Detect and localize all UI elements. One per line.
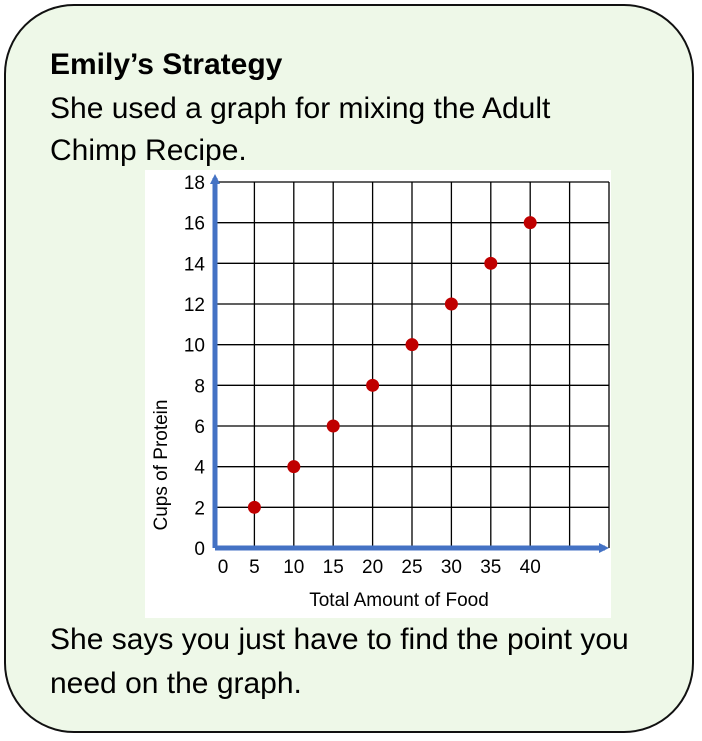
data-point	[287, 460, 301, 474]
data-point	[247, 500, 261, 514]
y-tick-label: 2	[194, 498, 205, 519]
chart-axes	[210, 174, 609, 553]
data-point	[484, 256, 498, 270]
x-tick-label: 30	[441, 557, 462, 578]
x-tick-label: 10	[283, 557, 304, 578]
y-tick-label: 14	[184, 254, 206, 275]
y-tick-label: 4	[194, 458, 205, 479]
x-tick-label: 35	[480, 557, 501, 578]
card-title: Emily’s Strategy	[50, 48, 283, 81]
y-tick-label: 12	[184, 295, 205, 316]
x-tick-label: 15	[323, 557, 344, 578]
chart-grid	[215, 181, 610, 548]
x-tick-label: 5	[249, 557, 260, 578]
x-tick-label: 40	[520, 557, 541, 578]
data-point	[326, 419, 340, 433]
x-tick-label: 25	[401, 557, 422, 578]
card-outro-text: She says you just have to find the point…	[50, 623, 629, 700]
y-axis-label: Cups of Protein	[151, 400, 172, 531]
y-axis-arrow	[210, 174, 220, 184]
y-tick-label: 16	[184, 214, 205, 235]
data-point	[366, 378, 380, 392]
data-point	[444, 297, 458, 311]
y-tick-label: 6	[194, 417, 205, 438]
y-tick-label: 10	[184, 336, 205, 357]
x-tick-label: 0	[218, 557, 229, 578]
data-point	[523, 216, 537, 230]
y-tick-label: 18	[184, 173, 205, 194]
chart-panel: 0 2 4 6 8 10 12 14 16 18 0 5 10 15 20 25 30 35 40 Total Am…	[145, 170, 611, 618]
y-tick-label: 0	[194, 539, 205, 560]
y-tick-label: 8	[194, 376, 205, 397]
card-intro-text: She used a graph for mixing the Adult Ch…	[50, 92, 551, 167]
chart-points	[247, 216, 537, 514]
x-tick-label: 20	[362, 557, 383, 578]
x-axis-label: Total Amount of Food	[309, 590, 489, 611]
data-point	[405, 338, 419, 352]
x-axis-arrow	[599, 543, 609, 553]
